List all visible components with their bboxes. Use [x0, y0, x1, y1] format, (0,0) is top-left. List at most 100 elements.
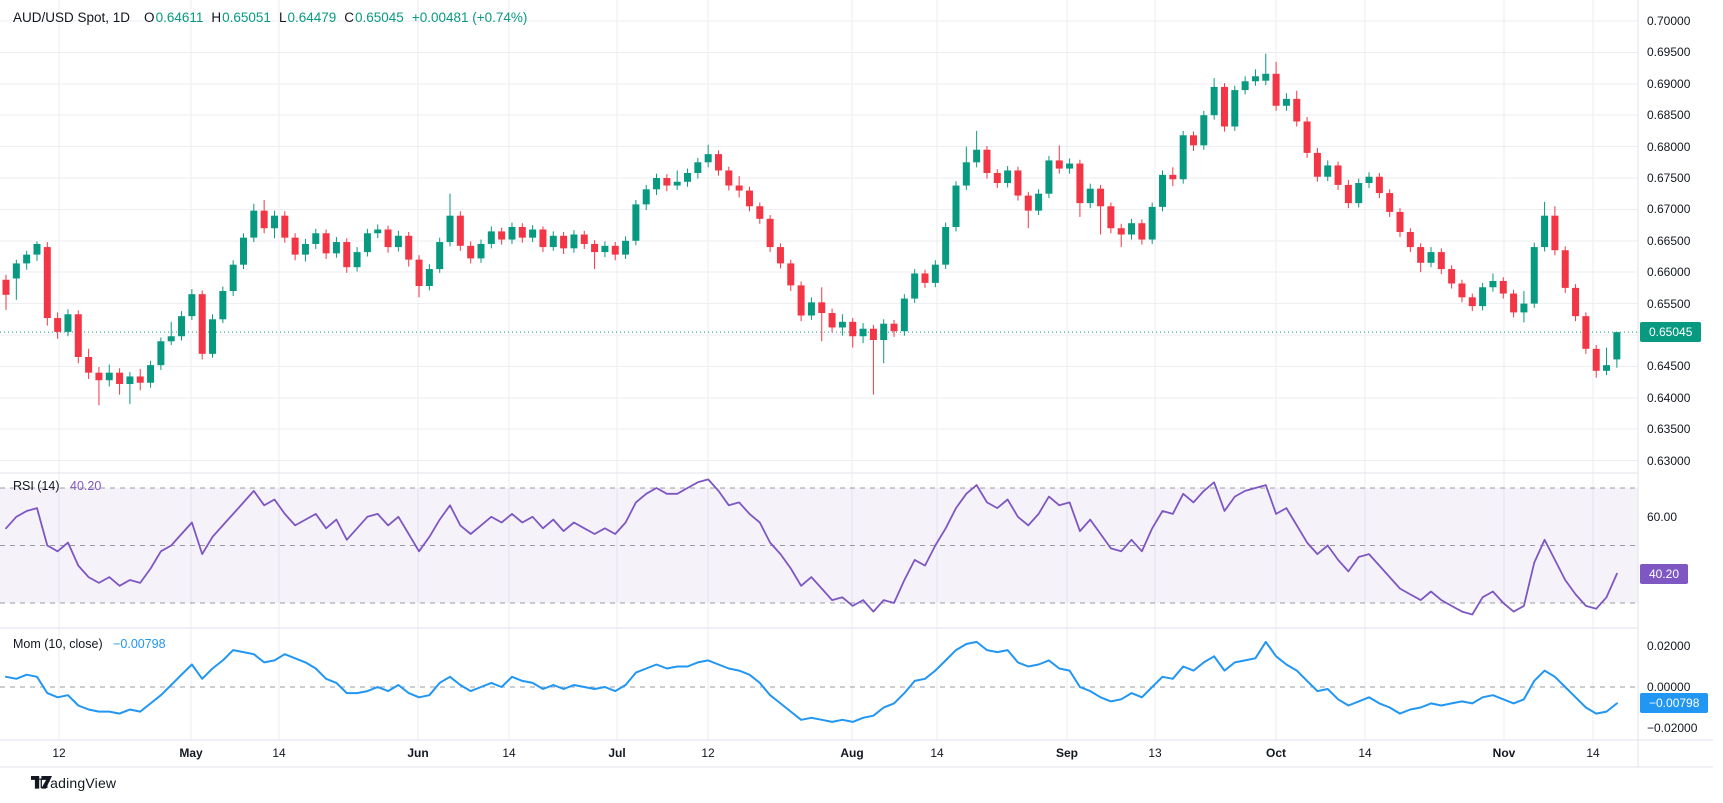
mom-value: −0.00798 [113, 637, 166, 651]
candle-body [1468, 297, 1476, 307]
price-tick-label: 0.68000 [1647, 139, 1691, 154]
candle-body [1076, 163, 1084, 204]
price-tick-label: 0.63500 [1647, 422, 1691, 437]
candle-body [1169, 174, 1177, 180]
candle-body [188, 294, 196, 317]
candle-body [1592, 348, 1600, 371]
candle-body [95, 372, 103, 381]
candle-body [725, 170, 733, 186]
candle-body [1117, 228, 1125, 235]
candle-body [33, 243, 41, 255]
candle-body [1458, 283, 1466, 298]
candle-body [508, 226, 516, 240]
candle-body [1520, 303, 1528, 313]
high-label: H [211, 10, 222, 25]
time-tick-label: 14 [1358, 746, 1372, 760]
candle-body [921, 273, 929, 283]
mom-value-badge: −0.00798 [1640, 693, 1709, 714]
candle-body [1097, 188, 1105, 207]
candle-body [250, 210, 258, 238]
time-tick-label: 14 [930, 746, 944, 760]
candle-body [735, 185, 743, 191]
candle-body [116, 372, 124, 384]
candle-body [1427, 252, 1435, 263]
time-tick-label: May [179, 746, 203, 760]
candle-body [332, 242, 340, 254]
tradingview-logo-text: TradingView [37, 775, 117, 791]
candle-body [797, 285, 805, 316]
candle-body [1282, 98, 1290, 106]
candle-body [198, 294, 206, 354]
candle-body [1148, 206, 1156, 240]
rsi-value: 40.20 [70, 479, 102, 493]
candle-body [745, 190, 753, 207]
candle-body [1541, 215, 1549, 248]
low-label: L [278, 10, 287, 25]
time-tick-label: Nov [1492, 746, 1516, 760]
candle-body [167, 336, 175, 342]
rsi-line [5, 478, 1618, 616]
candle-body [436, 242, 444, 270]
candle-body [1386, 193, 1394, 212]
rsi-legend: RSI (14) 40.20 [13, 479, 101, 493]
candle-body [1231, 90, 1239, 127]
candle-body [1324, 165, 1332, 177]
candle-body [405, 235, 413, 260]
candle-body [673, 181, 681, 186]
candle-body [1035, 193, 1043, 211]
candle-body [539, 229, 547, 248]
symbol-title: AUD/USD Spot, 1D [13, 10, 131, 25]
candle-body [136, 376, 144, 383]
candle-body [580, 234, 588, 244]
candle-body [529, 229, 537, 238]
candle-body [1530, 247, 1538, 304]
candle-body [1489, 280, 1497, 288]
candle-body [1272, 73, 1280, 106]
candle-body [1014, 170, 1022, 196]
price-tick-label: 0.66500 [1647, 233, 1691, 248]
candle-body [43, 247, 51, 319]
time-tick-label: Oct [1265, 746, 1287, 760]
candle-body [1262, 73, 1270, 81]
price-tick-label: 0.69000 [1647, 76, 1691, 91]
candle-body [1303, 121, 1311, 153]
time-tick-label: Jun [407, 746, 429, 760]
candle-body [849, 321, 857, 337]
price-tick-label: 0.67500 [1647, 171, 1691, 185]
candle-body [663, 178, 671, 186]
candle-body [157, 341, 165, 366]
candle-body [1086, 188, 1094, 204]
rsi-name: RSI (14) [13, 479, 60, 493]
candle-body [1251, 76, 1259, 82]
candle-body [1210, 86, 1218, 116]
candle-body [838, 321, 846, 328]
candle-body [1510, 293, 1518, 313]
candle-body [467, 245, 475, 259]
candle-body [322, 233, 330, 254]
candle-body [890, 323, 898, 332]
candle-body [560, 235, 568, 249]
last-price-badge: 0.65045 [1640, 322, 1702, 343]
candle-body [601, 245, 609, 253]
candle-body [776, 247, 784, 264]
candle-body [942, 226, 950, 265]
tradingview-logo[interactable]: TradingView [30, 775, 116, 791]
candle-body [291, 237, 299, 255]
candle-body [962, 162, 970, 186]
candle-body [281, 215, 289, 238]
candle-body [900, 298, 908, 332]
candle-body [632, 204, 640, 241]
time-tick-label: 14 [502, 746, 516, 760]
momentum-line [5, 640, 1618, 723]
candle-body [911, 273, 919, 299]
rsi-tick-label: 60.00 [1647, 509, 1678, 524]
candle-body [147, 365, 155, 383]
price-tick-label: 0.67000 [1647, 202, 1691, 217]
candle-body [1355, 183, 1363, 204]
candle-body [1241, 81, 1249, 91]
candle-body [611, 245, 619, 255]
candle-body [1396, 211, 1404, 233]
price-tick-label: 0.69500 [1647, 45, 1691, 60]
